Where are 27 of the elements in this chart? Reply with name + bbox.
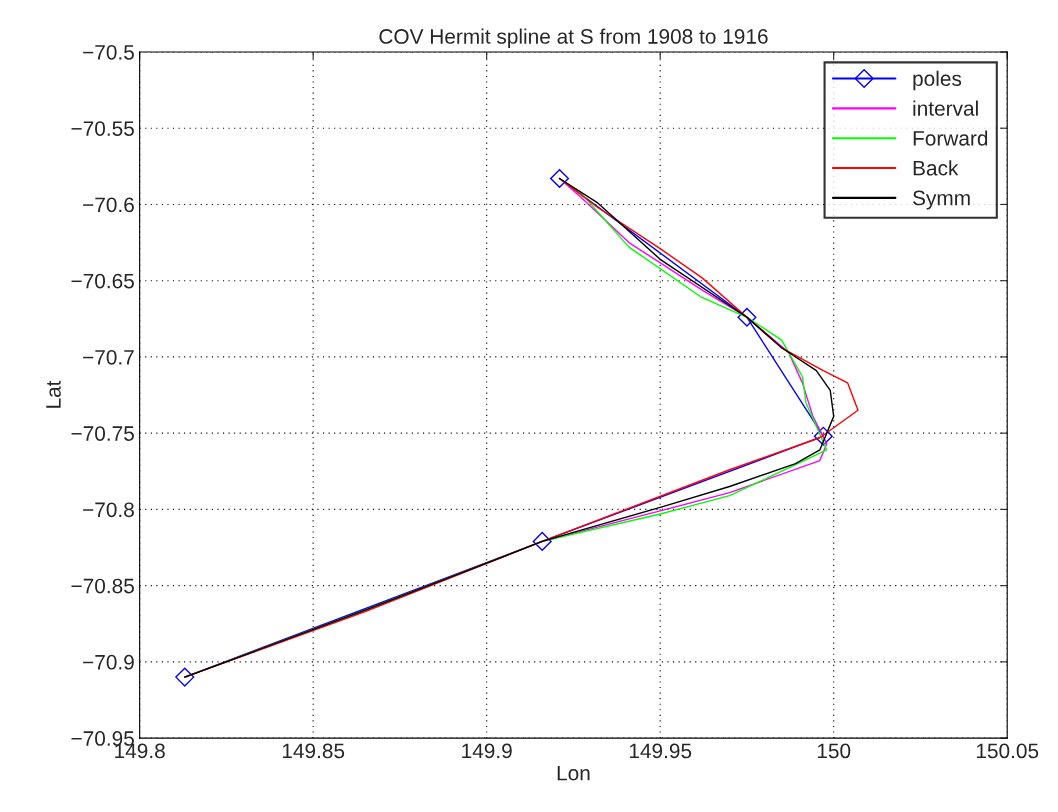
x-tick-label: 150 xyxy=(817,743,851,759)
legend-label: Symm xyxy=(913,190,970,210)
x-tick-label: 149.9 xyxy=(462,743,512,759)
point xyxy=(813,426,833,446)
y-tick-label: −70.65 xyxy=(71,273,134,289)
point xyxy=(550,168,570,189)
y-tick-label: −70.8 xyxy=(83,502,134,518)
legend-label: Back xyxy=(913,160,959,176)
point xyxy=(532,531,552,551)
y-tick-label: −70.55 xyxy=(71,121,134,136)
y-tick-label: −70.85 xyxy=(71,578,134,594)
x-tick-label: 149.85 xyxy=(282,743,345,759)
y-tick-label: −70.75 xyxy=(71,426,134,441)
point xyxy=(737,307,757,327)
legend-label: Forward xyxy=(913,130,988,146)
y-tick-label: −70.6 xyxy=(83,197,134,213)
x-axis-title: Lon xyxy=(557,765,590,781)
y-tick-label: −70.9 xyxy=(83,654,134,670)
legend-label: poles xyxy=(913,70,962,91)
chart-title: COV Hermit spline at S from 1908 to 1916 xyxy=(379,28,768,48)
y-axis-title: Lat xyxy=(46,380,61,408)
legend-label: interval xyxy=(913,100,978,116)
x-tick-label: 149.95 xyxy=(629,743,692,759)
point xyxy=(175,667,195,687)
y-tick-label: −70.5 xyxy=(83,44,134,60)
x-tick-label: 150.05 xyxy=(976,743,1039,759)
y-tick-label: −70.7 xyxy=(83,349,134,365)
